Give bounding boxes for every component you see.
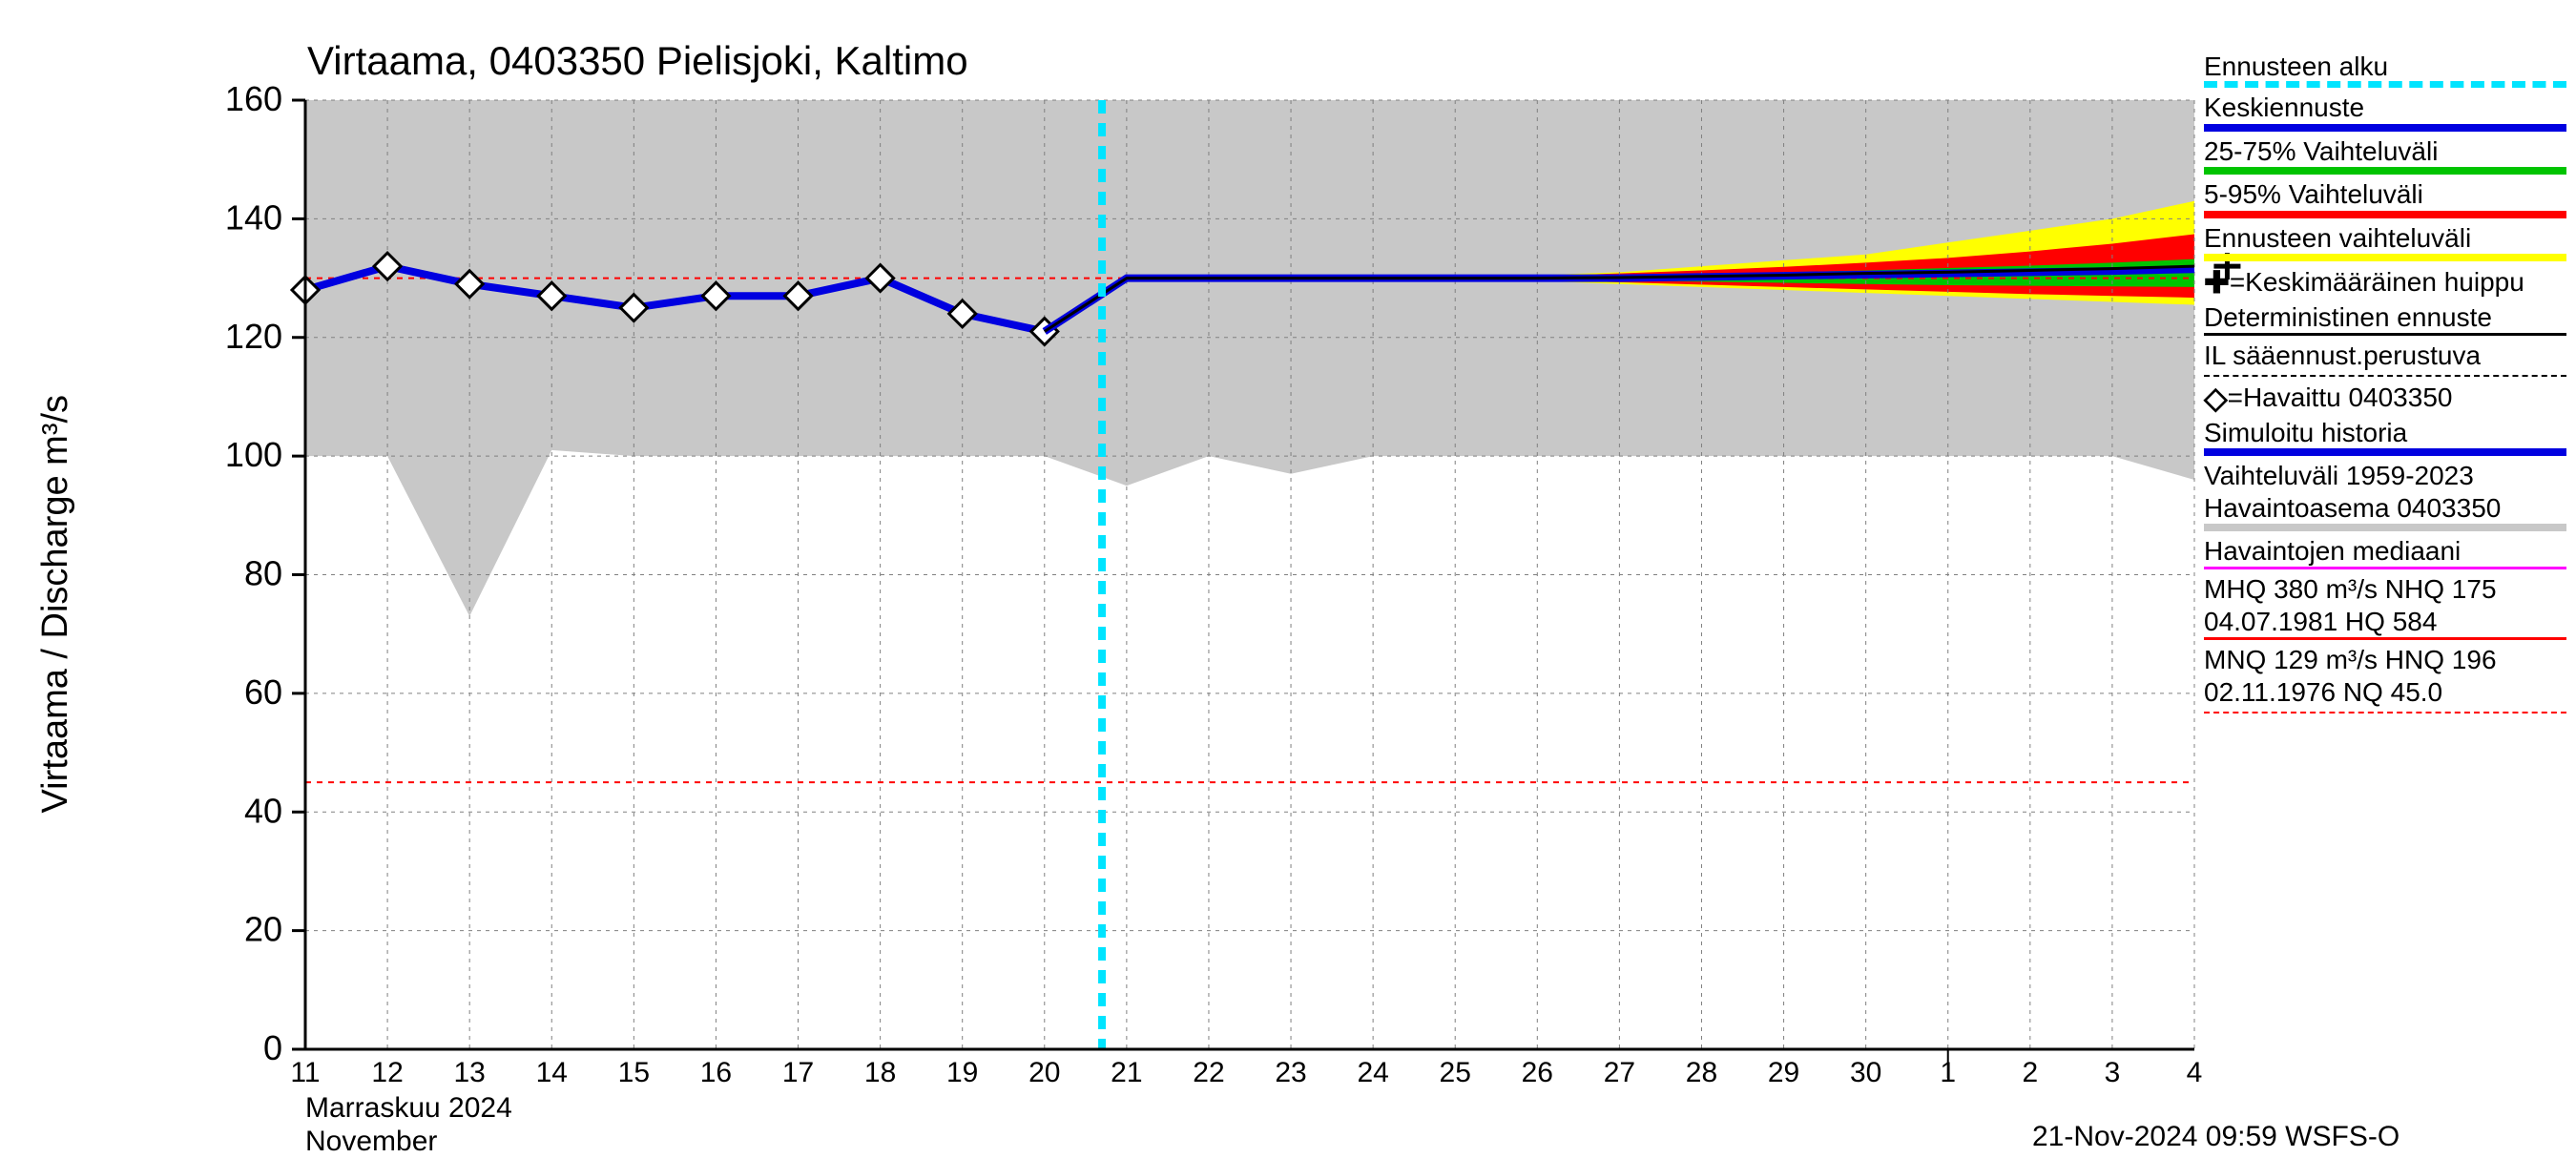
x-tick-label: 13 xyxy=(453,1057,485,1088)
x-tick-label: 2 xyxy=(2022,1057,2038,1088)
month-label-fi: Marraskuu 2024 xyxy=(305,1092,512,1125)
legend-item: 25-75% Vaihteluväli xyxy=(2204,137,2566,175)
x-tick-label: 30 xyxy=(1850,1057,1881,1088)
y-tick-label: 40 xyxy=(244,791,282,830)
y-tick-label: 140 xyxy=(225,197,282,237)
month-label-en: November xyxy=(305,1126,437,1158)
legend-item: ✚=Keskimääräinen huippu xyxy=(2204,267,2566,300)
legend-item: MHQ 380 m³/s NHQ 175 xyxy=(2204,575,2566,603)
y-tick-label: 20 xyxy=(244,910,282,949)
legend-item: Ennusteen vaihteluväli xyxy=(2204,224,2566,261)
legend-item: MNQ 129 m³/s HNQ 196 xyxy=(2204,646,2566,673)
x-tick-label: 26 xyxy=(1522,1057,1553,1088)
x-tick-label: 28 xyxy=(1686,1057,1717,1088)
historical-range-band xyxy=(305,100,2194,616)
x-tick-label: 16 xyxy=(700,1057,732,1088)
legend-item: ◇=Havaittu 0403350 xyxy=(2204,383,2566,415)
x-tick-label: 22 xyxy=(1193,1057,1224,1088)
chart-title: Virtaama, 0403350 Pielisjoki, Kaltimo xyxy=(307,38,968,83)
x-tick-label: 11 xyxy=(290,1057,320,1088)
legend-item: Ennusteen alku xyxy=(2204,52,2566,88)
timestamp-footer: 21-Nov-2024 09:59 WSFS-O xyxy=(2032,1121,2399,1153)
y-tick-label: 160 xyxy=(225,79,282,118)
y-tick-label: 120 xyxy=(225,317,282,356)
legend-item: Simuloitu historia xyxy=(2204,419,2566,456)
discharge-chart: 0204060801001201401601112131415161718192… xyxy=(0,0,2576,1145)
x-tick-label: 18 xyxy=(864,1057,896,1088)
legend: Ennusteen alku Keskiennuste 25-75% Vaihtel… xyxy=(2204,52,2566,719)
x-tick-label: 23 xyxy=(1275,1057,1306,1088)
y-tick-label: 60 xyxy=(244,672,282,712)
legend-item: 02.11.1976 NQ 45.0 xyxy=(2204,678,2566,713)
x-tick-label: 29 xyxy=(1768,1057,1799,1088)
x-tick-label: 17 xyxy=(782,1057,814,1088)
legend-item: 5-95% Vaihteluväli xyxy=(2204,180,2566,217)
y-tick-label: 80 xyxy=(244,554,282,593)
legend-item: Havaintoasema 0403350 xyxy=(2204,494,2566,531)
x-tick-label: 15 xyxy=(618,1057,650,1088)
legend-item: IL sääennust.perustuva xyxy=(2204,341,2566,377)
y-tick-label: 100 xyxy=(225,435,282,474)
x-tick-label: 19 xyxy=(946,1057,978,1088)
y-tick-label: 0 xyxy=(263,1028,282,1067)
x-tick-label: 12 xyxy=(371,1057,403,1088)
x-tick-label: 24 xyxy=(1357,1057,1388,1088)
x-tick-label: 1 xyxy=(1940,1057,1956,1088)
legend-item: Havaintojen mediaani xyxy=(2204,537,2566,569)
x-tick-label: 25 xyxy=(1440,1057,1471,1088)
legend-item: 04.07.1981 HQ 584 xyxy=(2204,608,2566,640)
x-tick-label: 21 xyxy=(1111,1057,1142,1088)
x-tick-label: 3 xyxy=(2105,1057,2121,1088)
legend-item: Deterministinen ennuste xyxy=(2204,303,2566,336)
x-tick-label: 4 xyxy=(2187,1057,2203,1088)
x-tick-label: 27 xyxy=(1604,1057,1635,1088)
y-axis-label: Virtaama / Discharge m³/s xyxy=(35,395,75,814)
x-tick-label: 20 xyxy=(1028,1057,1060,1088)
legend-item: Keskiennuste xyxy=(2204,93,2566,131)
legend-item: Vaihteluväli 1959-2023 xyxy=(2204,462,2566,489)
x-tick-label: 14 xyxy=(536,1057,568,1088)
